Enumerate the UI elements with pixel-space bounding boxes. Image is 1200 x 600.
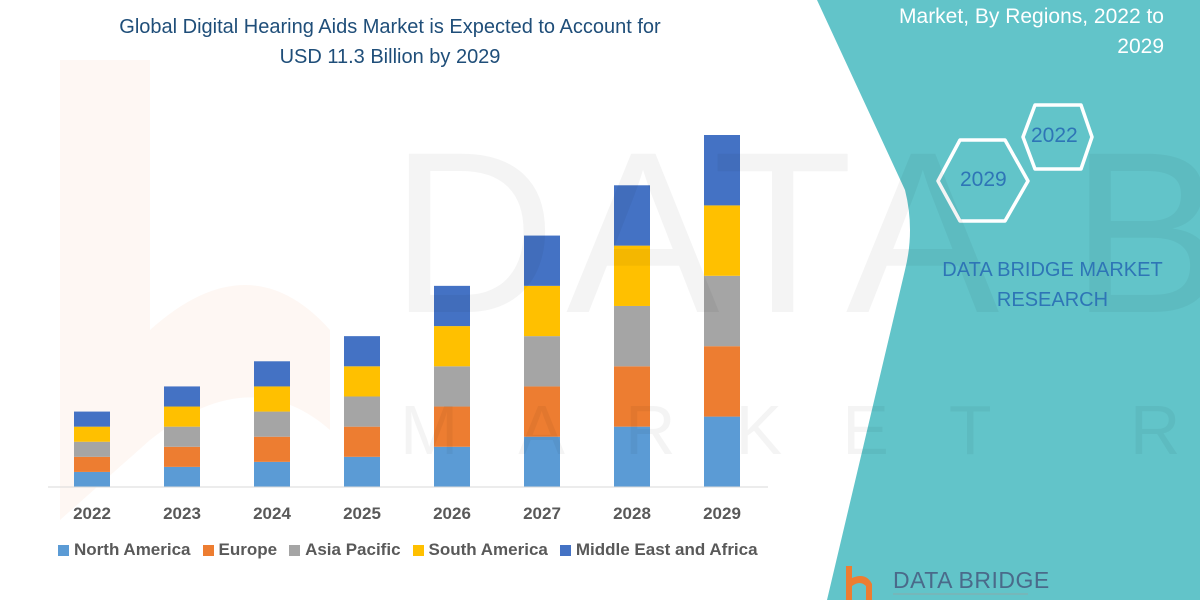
side-panel-title: Market, By Regions, 2022 to 2029	[834, 2, 1164, 62]
legend-label: Asia Pacific	[305, 540, 401, 559]
legend-item: Europe	[202, 540, 278, 560]
legend-item: Middle East and Africa	[559, 540, 758, 560]
bar-middle-east-and-africa-2028	[614, 185, 650, 246]
bar-asia-pacific-2028	[614, 305, 650, 367]
watermark-logo	[60, 60, 330, 520]
bar-south-america-2025	[344, 366, 380, 397]
bar-middle-east-and-africa-2029	[704, 135, 740, 206]
bar-europe-2029	[704, 346, 740, 417]
legend-swatch	[202, 544, 214, 556]
bar-asia-pacific-2023	[164, 426, 200, 447]
logo-mark	[846, 566, 872, 600]
legend: North America Europe Asia Pacific South Ame…	[58, 540, 758, 560]
legend-label: Middle East and Africa	[575, 540, 758, 559]
chart-title: Global Digital Hearing Aids Market is Ex…	[40, 12, 740, 72]
x-tick-label: 2024	[253, 504, 291, 523]
brand-line-1: DATA BRIDGE MARKET	[942, 259, 1163, 281]
x-tick-label: 2028	[613, 504, 651, 523]
title-line-2: USD 11.3 Billion by 2029	[279, 46, 501, 68]
bar-middle-east-and-africa-2023	[164, 386, 200, 407]
x-tick-label: 2023	[163, 504, 201, 523]
bar-asia-pacific-2027	[524, 336, 560, 387]
bar-europe-2023	[164, 446, 200, 467]
bar-europe-2022	[74, 456, 110, 472]
bar-south-america-2026	[434, 326, 470, 367]
bar-asia-pacific-2024	[254, 411, 290, 437]
side-panel	[817, 0, 1200, 600]
x-tick-label: 2027	[523, 504, 561, 523]
bar-europe-2025	[344, 426, 380, 457]
x-tick-label: 2025	[343, 504, 381, 523]
bar-europe-2028	[614, 366, 650, 427]
hexagon-2022	[1021, 103, 1094, 171]
bar-south-america-2023	[164, 406, 200, 427]
bar-north-america-2024	[254, 461, 290, 487]
bar-north-america-2023	[164, 466, 200, 487]
side-title-line-1: Market, By Regions, 2022 to	[899, 5, 1164, 28]
bar-south-america-2027	[524, 285, 560, 337]
legend-swatch	[289, 544, 301, 556]
bar-middle-east-and-africa-2024	[254, 361, 290, 387]
logo-text: DATA BRIDGE	[893, 567, 1050, 593]
bar-north-america-2026	[434, 446, 470, 487]
bar-europe-2027	[524, 386, 560, 437]
bar-south-america-2024	[254, 386, 290, 412]
bar-middle-east-and-africa-2022	[74, 411, 110, 427]
x-tick-label: 2026	[433, 504, 471, 523]
bar-south-america-2029	[704, 205, 740, 276]
brand-line-2: RESEARCH	[996, 289, 1109, 311]
x-tick-label: 2022	[73, 504, 111, 523]
legend-swatch	[412, 544, 424, 556]
title-line-1: Global Digital Hearing Aids Market is Ex…	[119, 16, 661, 38]
legend-swatch	[58, 544, 69, 556]
bar-asia-pacific-2025	[344, 396, 380, 427]
legend-label: North America	[74, 540, 191, 559]
bar-middle-east-and-africa-2027	[524, 235, 560, 286]
bar-north-america-2025	[344, 456, 380, 487]
legend-swatch	[559, 544, 571, 556]
hex-label-2022: 2022	[1031, 124, 1078, 147]
legend-label: Europe	[218, 540, 278, 559]
bar-asia-pacific-2029	[704, 275, 740, 347]
bar-asia-pacific-2022	[74, 441, 110, 457]
x-tick-label: 2029	[703, 504, 741, 523]
legend-item: Asia Pacific	[289, 540, 401, 560]
bar-middle-east-and-africa-2025	[344, 336, 380, 367]
legend-item: South America	[412, 540, 548, 560]
chart-area: 2022 2023 2024 2025 2026 2027 2028 2029	[48, 135, 768, 523]
hexagon-2029	[936, 138, 1030, 223]
bar-north-america-2029	[704, 416, 740, 487]
bar-south-america-2022	[74, 426, 110, 442]
bar-north-america-2022	[74, 471, 110, 487]
bar-asia-pacific-2026	[434, 366, 470, 407]
bar-europe-2026	[434, 406, 470, 447]
bar-middle-east-and-africa-2026	[434, 285, 470, 327]
brand-text: DATA BRIDGE MARKET RESEARCH	[920, 255, 1185, 315]
bar-north-america-2027	[524, 436, 560, 487]
bar-north-america-2028	[614, 426, 650, 487]
hex-label-2029: 2029	[960, 168, 1007, 191]
bar-europe-2024	[254, 436, 290, 462]
legend-item: North America	[58, 540, 191, 560]
legend-label: South America	[428, 540, 548, 559]
bar-south-america-2028	[614, 245, 650, 306]
side-title-line-2: 2029	[1117, 35, 1164, 58]
